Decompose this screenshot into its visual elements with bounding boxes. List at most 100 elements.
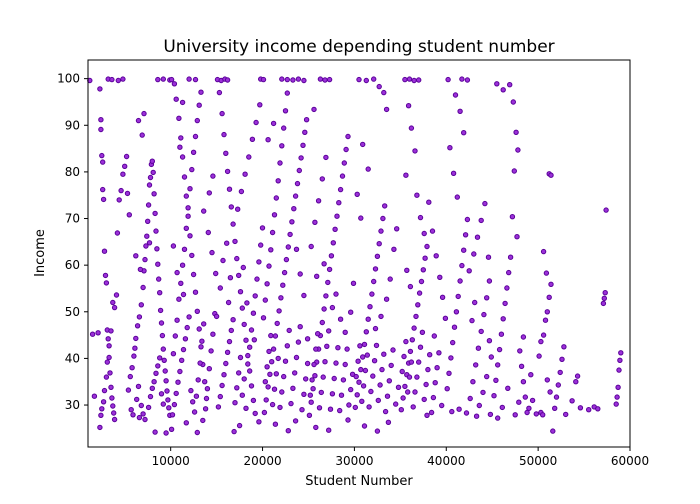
data-point bbox=[176, 115, 182, 122]
data-point bbox=[136, 414, 143, 421]
data-point bbox=[206, 190, 213, 196]
data-point bbox=[452, 92, 459, 98]
data-point bbox=[221, 131, 227, 138]
data-point bbox=[99, 152, 105, 159]
data-point bbox=[329, 304, 336, 311]
data-point bbox=[312, 219, 318, 226]
data-point bbox=[411, 325, 417, 331]
data-point bbox=[481, 311, 487, 318]
data-point bbox=[301, 292, 307, 299]
data-point bbox=[376, 83, 382, 90]
data-point bbox=[194, 308, 201, 314]
data-point bbox=[451, 324, 458, 330]
data-point bbox=[191, 409, 198, 415]
data-point bbox=[110, 299, 116, 306]
data-point bbox=[615, 384, 621, 390]
data-point bbox=[304, 336, 311, 342]
data-point bbox=[371, 358, 378, 364]
data-point bbox=[505, 385, 511, 391]
data-point bbox=[284, 343, 290, 349]
data-point bbox=[303, 117, 310, 123]
data-point bbox=[515, 147, 521, 153]
data-point bbox=[182, 336, 189, 342]
data-point bbox=[163, 430, 169, 436]
data-point bbox=[374, 428, 381, 434]
data-point bbox=[416, 77, 422, 83]
data-point bbox=[383, 106, 390, 113]
data-point bbox=[201, 321, 207, 327]
data-point bbox=[574, 373, 581, 379]
data-point bbox=[329, 391, 336, 397]
data-point bbox=[290, 385, 296, 391]
data-point bbox=[348, 386, 354, 393]
data-point bbox=[319, 176, 325, 182]
data-point bbox=[125, 387, 132, 393]
data-point bbox=[154, 246, 160, 252]
data-point bbox=[197, 360, 203, 366]
data-point bbox=[155, 76, 161, 83]
data-point bbox=[153, 370, 159, 376]
data-point bbox=[205, 229, 212, 236]
data-point bbox=[352, 404, 358, 411]
data-point bbox=[109, 76, 115, 83]
data-point bbox=[278, 295, 284, 301]
data-point bbox=[526, 405, 532, 411]
data-point bbox=[113, 292, 120, 298]
data-point bbox=[292, 418, 299, 424]
data-point bbox=[453, 309, 460, 315]
data-point bbox=[140, 284, 146, 291]
data-point bbox=[548, 172, 554, 178]
data-point bbox=[138, 302, 145, 308]
data-point bbox=[528, 372, 534, 378]
data-point bbox=[185, 213, 191, 219]
data-point bbox=[171, 81, 178, 87]
data-point bbox=[281, 269, 288, 276]
data-point bbox=[595, 406, 601, 412]
data-point bbox=[171, 401, 178, 408]
data-point bbox=[108, 384, 114, 390]
data-point bbox=[323, 293, 329, 299]
data-point bbox=[178, 280, 184, 286]
data-point bbox=[283, 256, 290, 263]
data-point bbox=[442, 315, 449, 321]
data-point bbox=[600, 300, 607, 307]
data-point bbox=[332, 226, 338, 233]
data-point bbox=[145, 202, 152, 208]
data-point bbox=[603, 207, 609, 213]
data-point bbox=[116, 197, 122, 203]
data-point bbox=[173, 96, 179, 102]
data-point bbox=[334, 213, 340, 219]
data-point bbox=[108, 328, 114, 334]
data-point bbox=[561, 344, 567, 350]
data-point bbox=[236, 272, 242, 279]
data-point bbox=[157, 307, 164, 314]
data-point bbox=[106, 354, 112, 361]
data-point bbox=[224, 240, 230, 246]
data-point bbox=[241, 376, 247, 382]
data-point bbox=[189, 252, 195, 259]
data-point bbox=[230, 317, 236, 323]
data-point bbox=[432, 380, 438, 386]
data-point bbox=[506, 269, 512, 276]
data-point bbox=[533, 411, 539, 417]
data-point bbox=[223, 150, 229, 157]
data-point bbox=[237, 354, 244, 361]
data-point bbox=[390, 347, 396, 353]
data-point bbox=[140, 411, 146, 417]
data-point bbox=[100, 159, 106, 165]
data-point bbox=[365, 316, 371, 322]
data-point bbox=[266, 263, 272, 269]
data-point bbox=[529, 397, 536, 404]
data-point bbox=[462, 232, 469, 238]
data-point bbox=[158, 320, 165, 326]
data-point bbox=[381, 351, 387, 357]
data-point bbox=[105, 336, 111, 342]
data-point bbox=[461, 130, 467, 136]
data-point bbox=[129, 365, 135, 371]
data-point bbox=[540, 412, 546, 418]
data-point bbox=[291, 206, 297, 212]
data-point bbox=[146, 182, 153, 188]
data-point bbox=[247, 368, 253, 374]
data-point bbox=[586, 407, 592, 413]
data-point bbox=[470, 379, 476, 385]
